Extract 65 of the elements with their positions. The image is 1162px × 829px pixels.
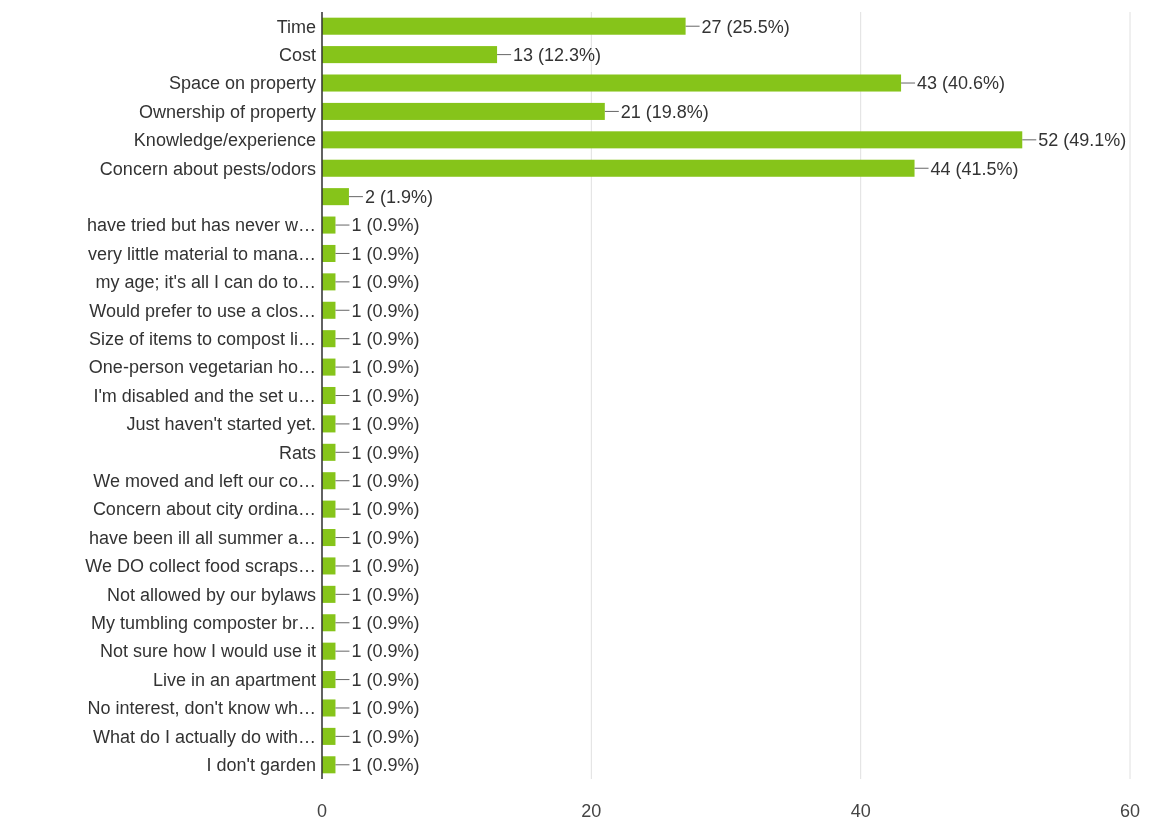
y-tick-label: No interest, don't know wh… [87,698,316,719]
y-tick-label: What do I actually do with… [92,726,316,747]
y-tick-label: Concern about pests/odors [99,158,316,179]
x-tick-label: 40 [850,801,871,821]
y-tick-label: have been ill all summer a… [88,527,316,548]
data-label: 52 (49.1%) [1038,130,1127,151]
data-label: 1 (0.9%) [351,385,420,406]
data-label: 1 (0.9%) [351,357,420,378]
data-label: 1 (0.9%) [351,641,420,662]
x-tick-label: 20 [581,801,602,821]
y-tick-label: Not allowed by our bylaws [106,584,316,605]
y-tick-label: I'm disabled and the set u… [93,385,316,406]
y-tick-label: My tumbling composter br… [90,613,316,634]
data-label: 1 (0.9%) [351,698,420,719]
y-tick-label: One-person vegetarian ho… [88,357,316,378]
bar [322,699,336,717]
x-tick-label: 0 [316,801,328,821]
y-tick-label: Cost [278,44,316,65]
data-label: 1 (0.9%) [351,527,420,548]
data-label: 1 (0.9%) [351,726,420,747]
data-label: 1 (0.9%) [351,499,420,520]
data-label: 1 (0.9%) [351,755,420,776]
y-tick-label: We moved and left our co… [93,471,316,492]
data-label: 1 (0.9%) [351,556,420,577]
data-label: 43 (40.6%) [917,73,1006,94]
bar [322,131,1023,149]
y-tick-label: Just haven't started yet. [126,414,316,435]
bar [322,46,498,64]
bar [322,188,349,206]
data-label: 1 (0.9%) [351,272,420,293]
y-tick-label: Live in an apartment [152,669,316,690]
data-label: 44 (41.5%) [930,158,1019,179]
data-label: 1 (0.9%) [351,215,420,236]
data-label: 1 (0.9%) [351,243,420,264]
bar [322,17,686,35]
data-label: 1 (0.9%) [351,328,420,349]
data-label: 1 (0.9%) [351,442,420,463]
y-tick-label: Would prefer to use a clos… [89,300,316,321]
y-tick-label: my age; it's all I can do to… [95,272,316,293]
data-label: 1 (0.9%) [351,669,420,690]
data-label: 2 (1.9%) [364,186,433,207]
y-tick-label: Knowledge/experience [133,130,316,151]
bar [322,74,902,92]
bar [322,102,605,120]
y-tick-label: I don't garden [206,755,316,776]
y-tick-label: Ownership of property [138,101,316,122]
data-label: 27 (25.5%) [701,16,790,37]
y-tick-label: Rats [278,442,316,463]
y-tick-label: Time [276,16,316,37]
y-tick-label: Concern about city ordina… [92,499,316,520]
y-tick-label: have tried but has never w… [86,215,316,236]
data-label: 1 (0.9%) [351,613,420,634]
y-tick-label: Size of items to compost li… [88,328,316,349]
data-label: 1 (0.9%) [351,414,420,435]
data-label: 21 (19.8%) [620,101,709,122]
data-label: 1 (0.9%) [351,300,420,321]
y-tick-label: Space on property [168,73,316,94]
data-label: 1 (0.9%) [351,471,420,492]
bar [322,159,915,177]
y-tick-label: We DO collect food scraps… [85,556,316,577]
data-label: 1 (0.9%) [351,584,420,605]
y-tick-label: Not sure how I would use it [99,641,316,662]
x-tick-label: 60 [1119,801,1141,821]
y-tick-label: very little material to mana… [87,243,316,264]
data-label: 13 (12.3%) [513,44,602,65]
